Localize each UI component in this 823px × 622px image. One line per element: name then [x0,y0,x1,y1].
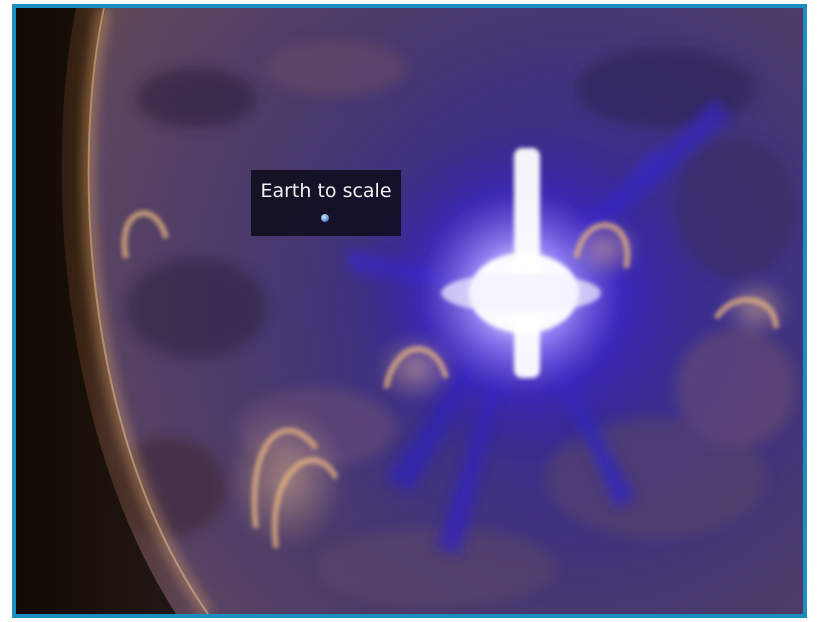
image-frame: Earth to scale [12,4,807,618]
earth-scale-callout: Earth to scale [251,170,401,236]
earth-scale-label: Earth to scale [260,180,392,202]
solar-flare-image [16,8,803,614]
earth-icon [321,214,329,222]
